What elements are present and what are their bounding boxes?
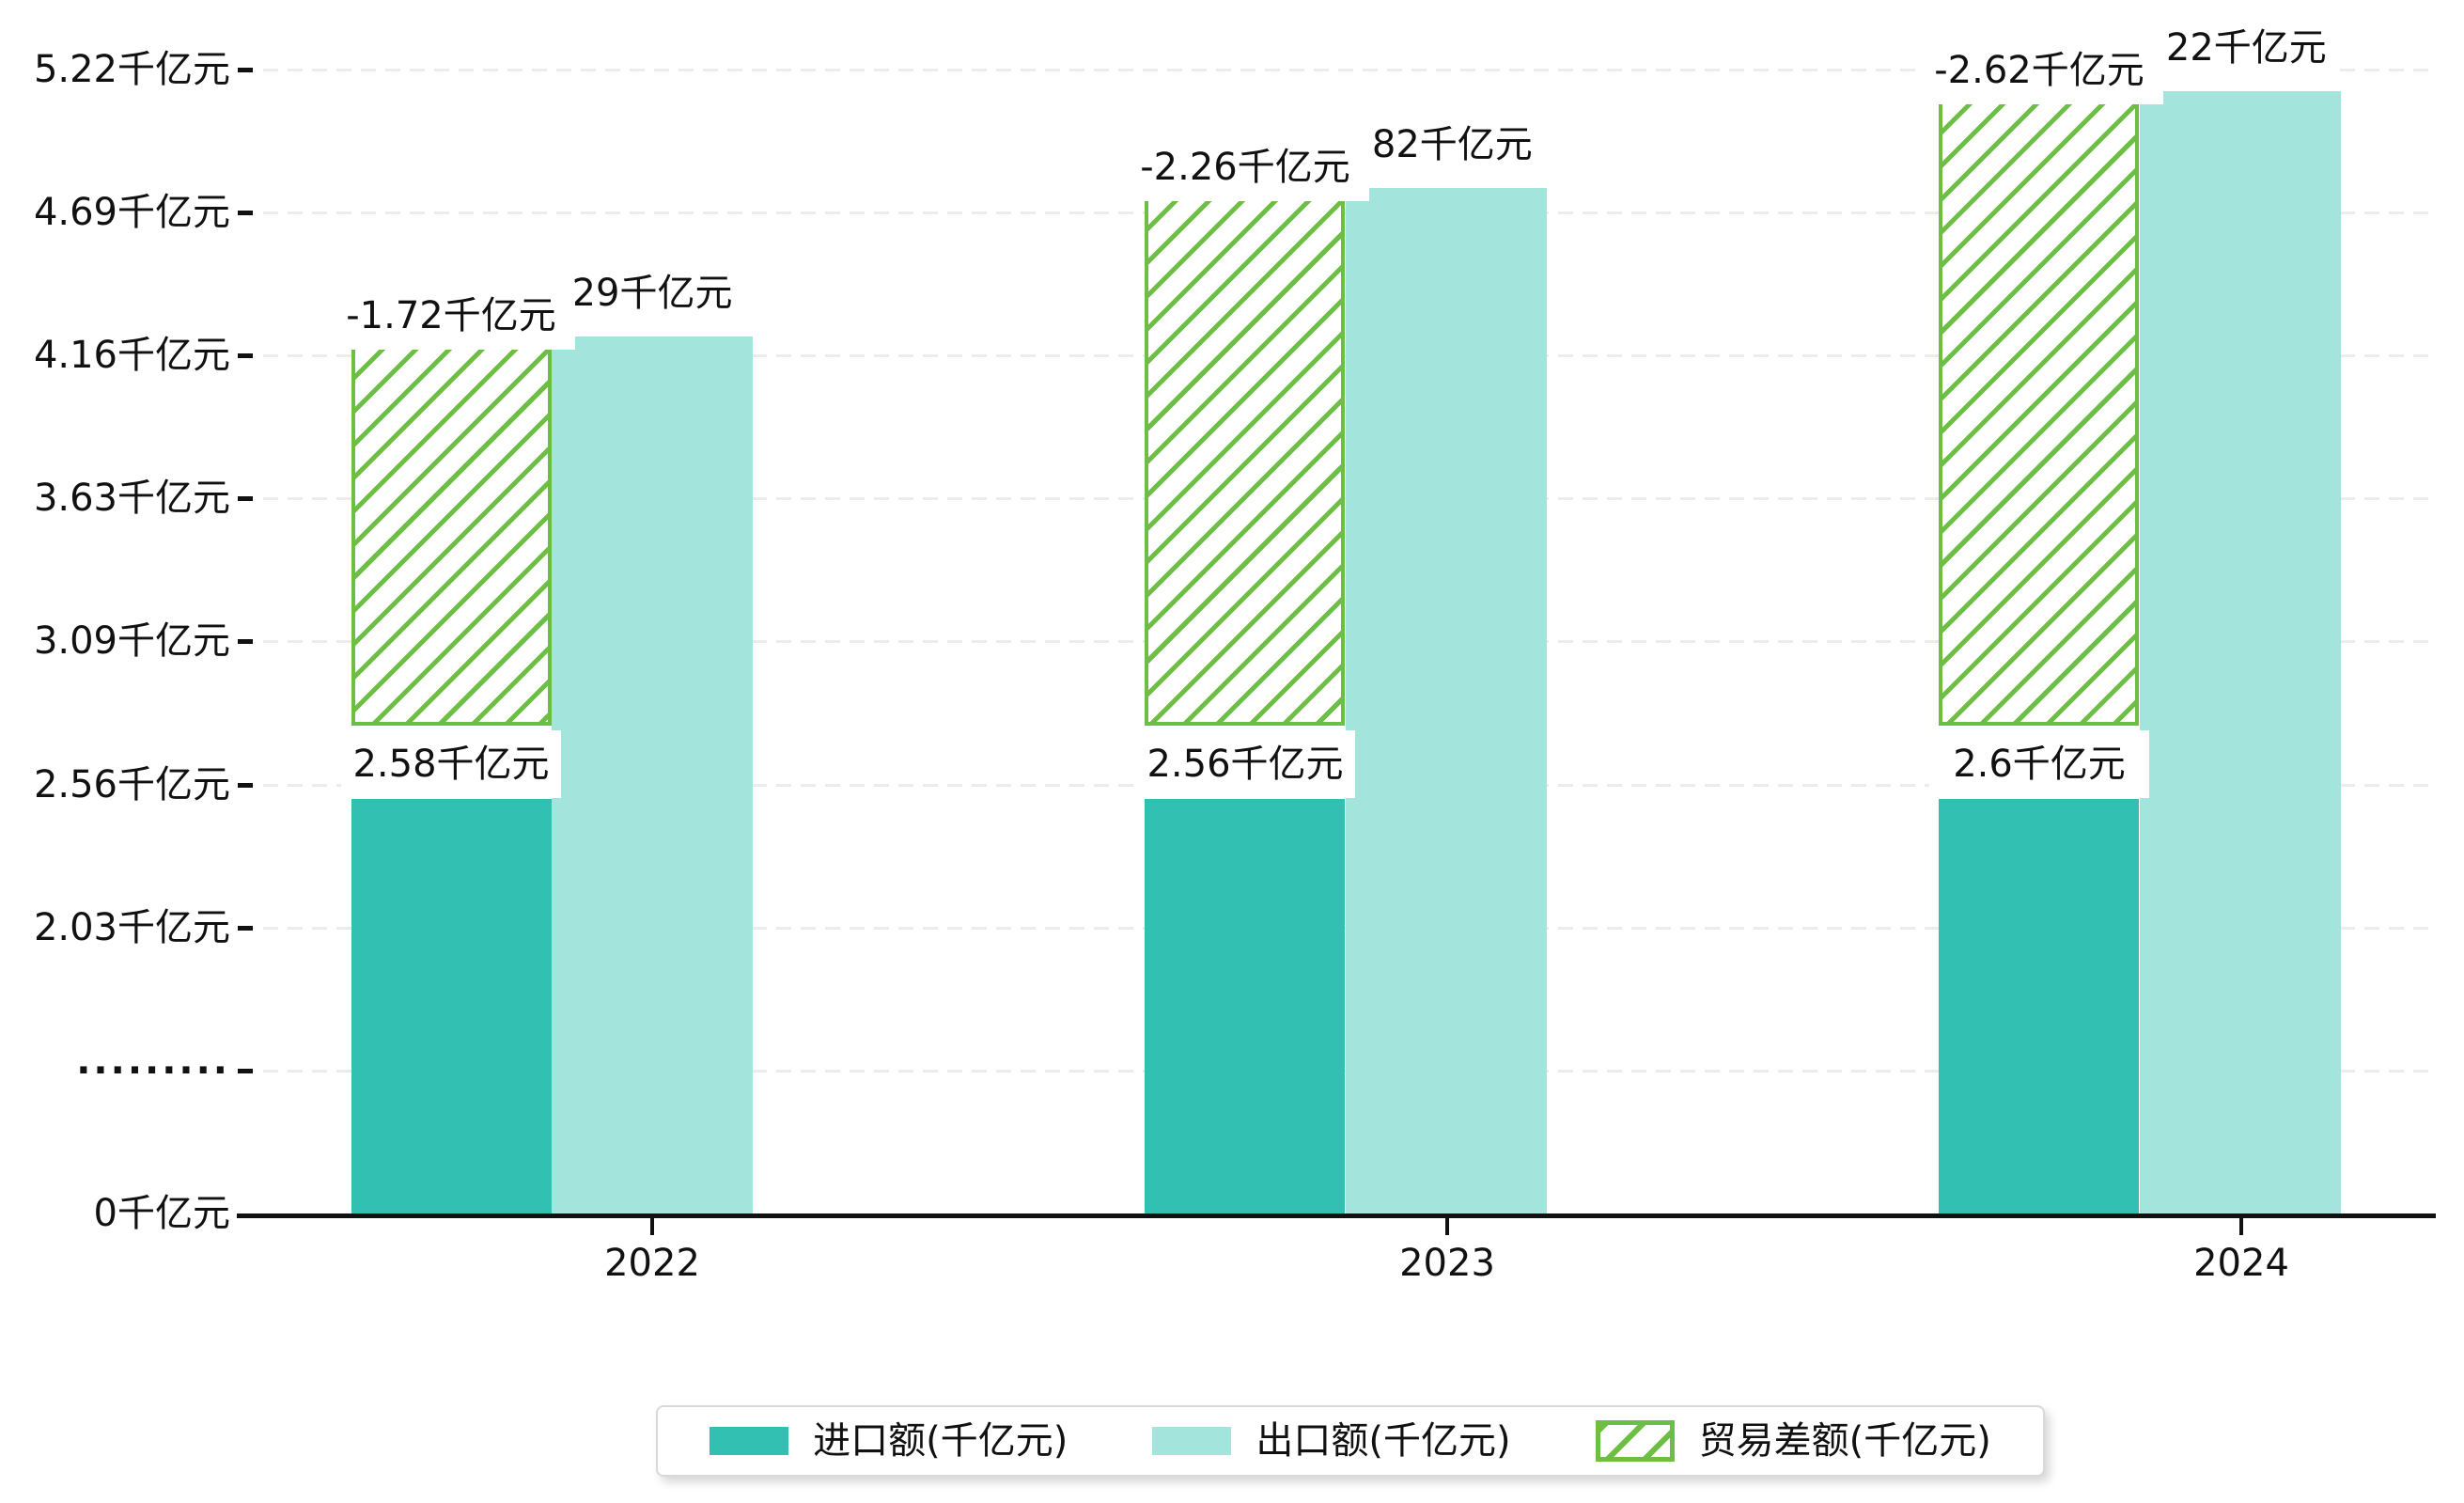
legend: 进口额(千亿元) 出口额(千亿元) 贸易差额(千亿元) bbox=[656, 1405, 2045, 1477]
y-tick-dash bbox=[238, 211, 253, 215]
import-value-label: 2.56千亿元 bbox=[1135, 730, 1355, 798]
y-tick-label: 4.69千亿元 bbox=[33, 191, 230, 234]
import-value-label: 2.6千亿元 bbox=[1929, 730, 2149, 798]
legend-item-label: 贸易差额(千亿元) bbox=[1698, 1419, 1991, 1463]
y-tick-label: 2.03千亿元 bbox=[33, 906, 230, 949]
export-value-label: 29千亿元 bbox=[560, 259, 744, 327]
export-value-label: .82千亿元 bbox=[1349, 111, 1544, 179]
trade-balance-value-label: -1.72千亿元 bbox=[327, 282, 575, 350]
legend-item: 出口额(千亿元) bbox=[1152, 1418, 1511, 1464]
trade-balance-bar bbox=[351, 337, 552, 726]
import-value-label: 2.58千亿元 bbox=[341, 730, 561, 798]
x-tick bbox=[2239, 1218, 2243, 1235]
y-tick-label: 4.16千亿元 bbox=[33, 334, 230, 377]
x-axis-label: 2022 bbox=[604, 1242, 700, 1285]
y-tick-dash bbox=[238, 353, 253, 358]
y-tick-label: 5.22千亿元 bbox=[33, 48, 230, 91]
x-tick bbox=[1445, 1218, 1449, 1235]
y-tick-dash bbox=[238, 1069, 253, 1073]
legend-swatch-balance-hatch bbox=[1595, 1420, 1675, 1462]
trade-balance-value-label: -2.26千亿元 bbox=[1121, 133, 1369, 201]
gridline bbox=[263, 69, 2436, 71]
y-tick-label: 3.09千亿元 bbox=[33, 619, 230, 663]
y-tick-dash bbox=[238, 496, 253, 501]
trade-balance-bar bbox=[1939, 91, 2139, 726]
legend-item: 贸易差额(千亿元) bbox=[1595, 1418, 1991, 1464]
y-tick-dash bbox=[238, 783, 253, 788]
import-bar bbox=[1939, 799, 2139, 1213]
legend-item-label: 进口额(千亿元) bbox=[813, 1419, 1068, 1463]
trade-balance-value-label: -2.62千亿元 bbox=[1915, 37, 2163, 104]
y-tick-label: 3.63千亿元 bbox=[33, 477, 230, 520]
import-bar bbox=[1145, 799, 1345, 1213]
x-axis-label: 2024 bbox=[2193, 1242, 2289, 1285]
export-bar bbox=[2140, 91, 2341, 1213]
import-bar bbox=[351, 799, 552, 1213]
y-tick-label: 2.56千亿元 bbox=[33, 763, 230, 806]
y-tick-dash bbox=[238, 639, 253, 644]
legend-swatch-export bbox=[1152, 1427, 1232, 1455]
x-axis-line bbox=[237, 1213, 2436, 1218]
y-tick-label: 0千亿元 bbox=[93, 1192, 230, 1235]
export-value-label: .22千亿元 bbox=[2143, 14, 2338, 82]
x-tick bbox=[650, 1218, 654, 1235]
trade-balance-bar bbox=[1145, 188, 1345, 726]
legend-swatch-import bbox=[710, 1427, 789, 1455]
x-axis-label: 2023 bbox=[1399, 1242, 1495, 1285]
legend-item-label: 出口额(千亿元) bbox=[1255, 1419, 1511, 1463]
export-bar bbox=[1346, 188, 1547, 1213]
y-tick-label: ········· bbox=[76, 1049, 230, 1092]
y-tick-dash bbox=[238, 68, 253, 72]
y-tick-dash bbox=[238, 926, 253, 931]
export-bar bbox=[552, 337, 753, 1213]
legend-item: 进口额(千亿元) bbox=[710, 1418, 1068, 1464]
